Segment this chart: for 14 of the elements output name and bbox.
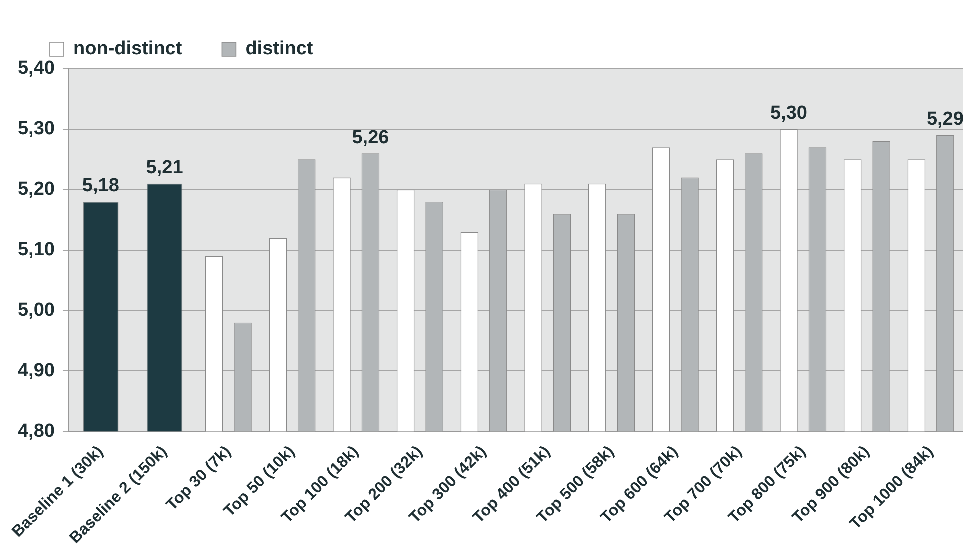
legend-label: non-distinct (74, 38, 183, 60)
data-label: 5,18 (82, 176, 120, 197)
legend-label: distinct (246, 38, 314, 60)
y-tick-label: 4,90 (18, 360, 55, 382)
data-label: 5,29 (926, 109, 964, 130)
data-label: 5,21 (146, 158, 184, 179)
data-label: 5,26 (352, 127, 390, 148)
y-tick-label: 5,20 (18, 179, 55, 200)
y-tick-label: 4,80 (18, 420, 55, 442)
y-tick-label: 5,00 (18, 300, 55, 321)
y-tick-label: 5,40 (18, 58, 55, 80)
y-tick-label: 5,30 (18, 118, 55, 140)
y-tick-label: 5,10 (18, 240, 55, 261)
data-label: 5,30 (770, 103, 808, 124)
